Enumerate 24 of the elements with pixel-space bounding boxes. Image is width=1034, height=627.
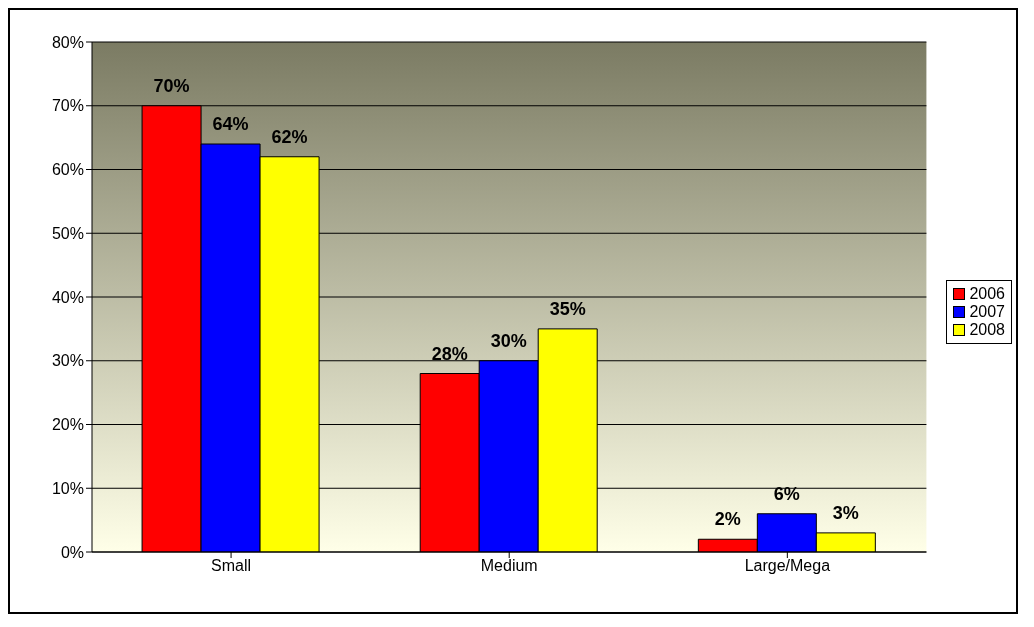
data-label: 6%	[773, 483, 800, 504]
data-label: 35%	[549, 298, 586, 319]
x-tick-label: Large/Mega	[744, 557, 831, 575]
legend-label: 2006	[969, 285, 1005, 303]
y-tick-label: 0%	[60, 543, 84, 561]
data-label: 30%	[490, 330, 527, 351]
y-tick-label: 10%	[51, 479, 84, 497]
x-tick-label: Small	[211, 557, 252, 575]
y-tick-label: 20%	[51, 416, 84, 434]
y-tick-label: 30%	[51, 352, 84, 370]
data-label: 28%	[431, 343, 468, 364]
y-tick-label: 60%	[51, 161, 84, 179]
y-tick-label: 80%	[51, 33, 84, 51]
data-label: 2%	[714, 509, 741, 530]
y-tick-label: 70%	[51, 97, 84, 115]
x-tick-label: Medium	[480, 557, 538, 575]
y-tick-label: 40%	[51, 288, 84, 306]
legend-label: 2008	[969, 321, 1005, 339]
data-label: 64%	[212, 114, 249, 134]
y-tick-label: 50%	[51, 224, 84, 242]
data-label: 3%	[832, 502, 859, 523]
data-label: 62%	[271, 126, 308, 147]
data-label: 70%	[153, 75, 190, 96]
legend-label: 2007	[969, 303, 1005, 321]
